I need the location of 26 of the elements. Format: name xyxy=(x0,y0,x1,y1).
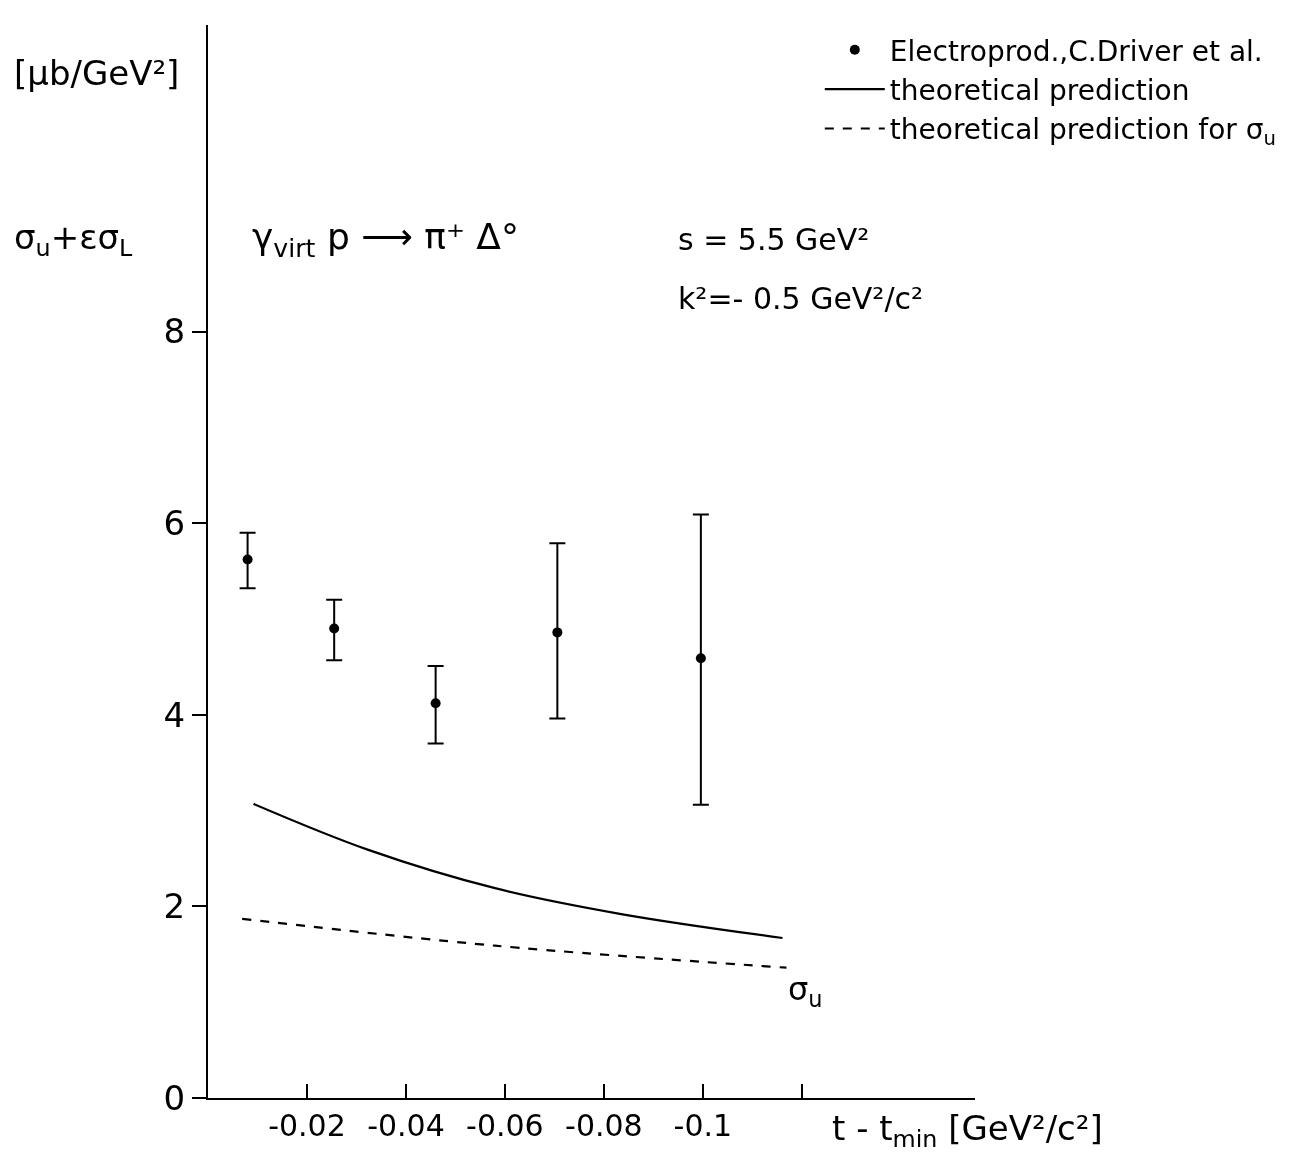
y-tick-label: 0 xyxy=(163,1077,186,1118)
annotation: s = 5.5 GeV² xyxy=(678,222,870,257)
annotation: γ$_{virt}$ p ⟶ π⁺ Δ° xyxy=(252,216,519,263)
y-tick-label: 8 xyxy=(163,311,186,352)
x-tick-label: -0.06 xyxy=(466,1108,544,1143)
point xyxy=(695,653,706,664)
annotation: σ$_{u}$ xyxy=(788,970,823,1012)
x-tick-label: -0.08 xyxy=(565,1108,643,1143)
x-tick-label: -0.02 xyxy=(268,1108,346,1143)
legend-label: Electroprod.,C.Driver et al. xyxy=(889,34,1263,68)
point xyxy=(242,554,253,565)
y-axis-title: σ$_{u}$+εσ$_{L}$ xyxy=(14,217,134,263)
x-tick-label: -0.1 xyxy=(673,1108,733,1143)
point xyxy=(552,627,563,638)
y-tick-label: 2 xyxy=(163,886,186,927)
point xyxy=(329,623,340,634)
legend-label: theoretical prediction for σ$_{u}$ xyxy=(889,113,1276,151)
line-series xyxy=(252,802,784,940)
annotation: k²=- 0.5 GeV²/c² xyxy=(678,281,924,316)
point xyxy=(430,698,441,709)
text: [μb/GeV²] xyxy=(14,53,180,93)
x-tick-label: -0.04 xyxy=(367,1108,445,1143)
legend-label: theoretical prediction xyxy=(889,74,1190,108)
y-tick-label: 6 xyxy=(163,503,186,544)
x-axis-title: t - t$_{min}$ [GeV²/c²] xyxy=(832,1108,1103,1154)
y-tick-label: 4 xyxy=(163,694,186,735)
